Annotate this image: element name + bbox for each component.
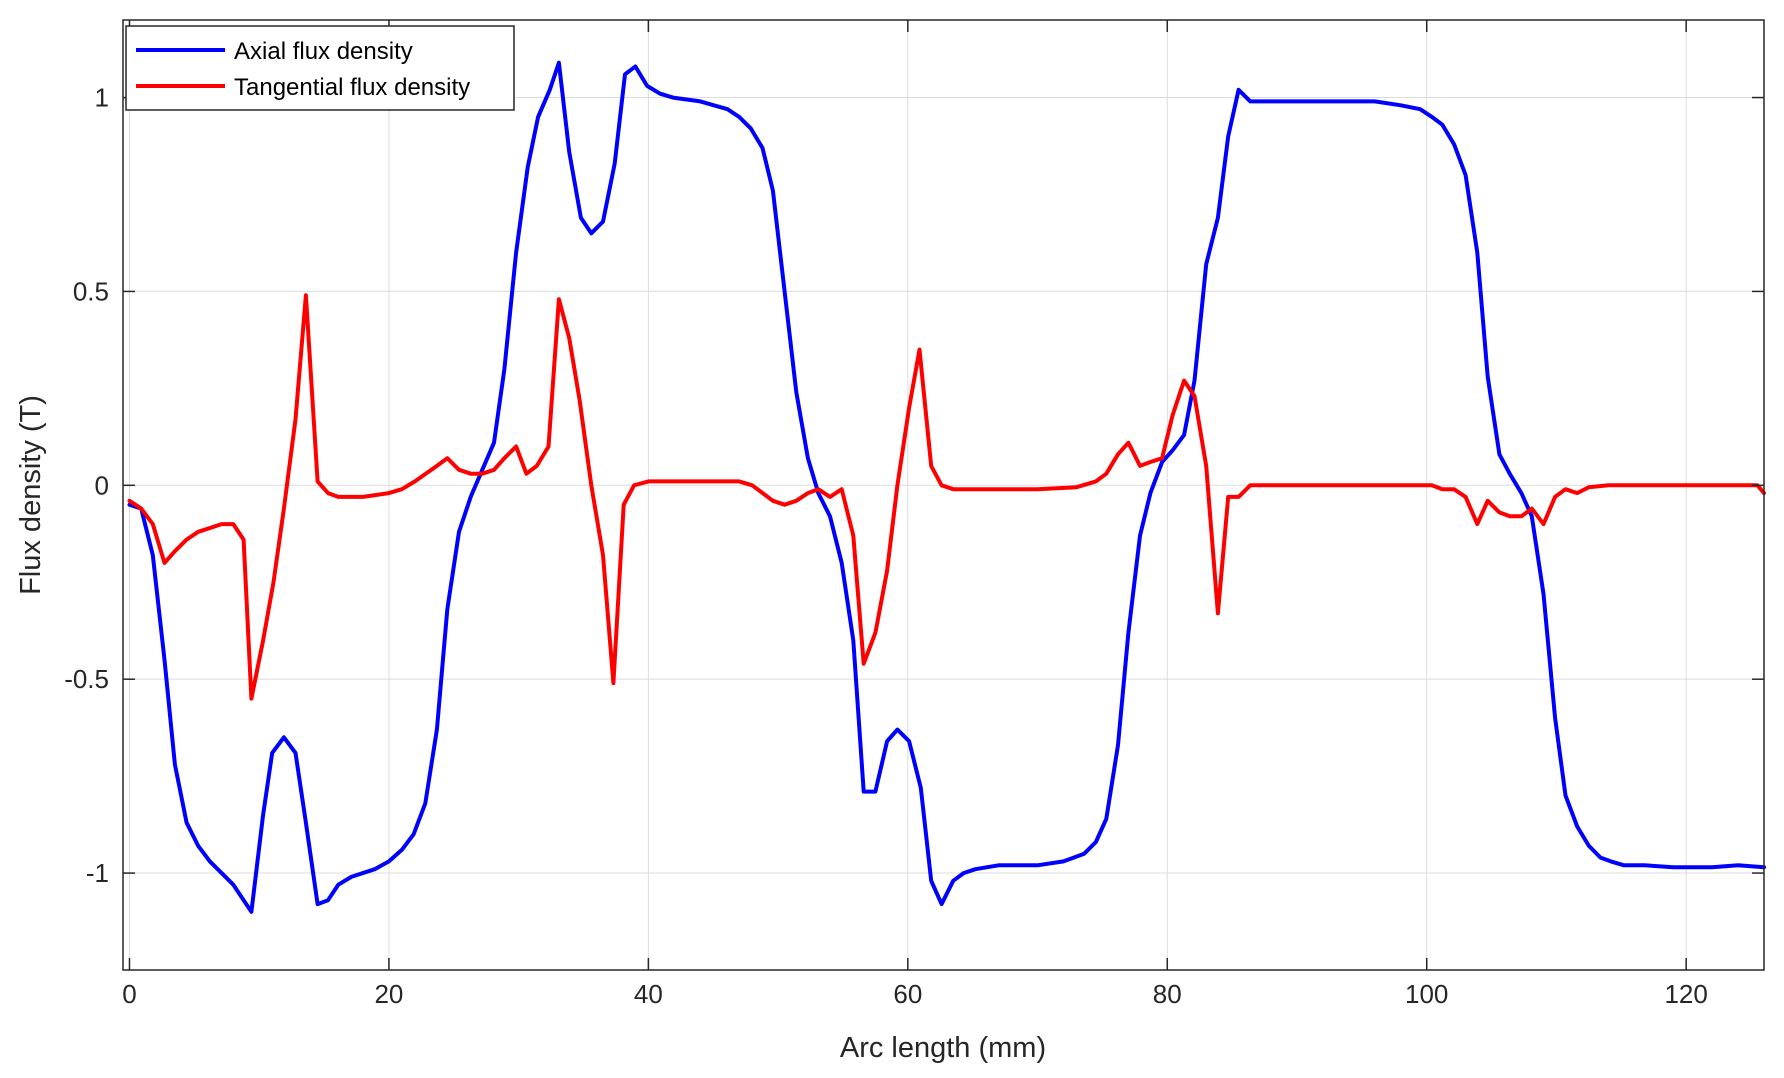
x-tick-label: 80 xyxy=(1153,979,1182,1009)
legend-label-tangential: Tangential flux density xyxy=(234,74,470,101)
legend-box xyxy=(125,25,515,111)
x-axis-label: Arc length (mm) xyxy=(840,1032,1046,1064)
tangential-flux-line xyxy=(127,293,1766,701)
plot-frame xyxy=(122,19,1765,971)
axis-ticks: 0 20 40 60 80 100 120 -1 -0.5 0 0.5 1 xyxy=(64,20,1764,1009)
legend: Axial flux density Tangential flux densi… xyxy=(125,25,515,111)
x-tick-label: 40 xyxy=(634,979,663,1009)
x-tick-label: 0 xyxy=(122,979,136,1009)
x-tick-label: 100 xyxy=(1405,979,1448,1009)
legend-label-axial: Axial flux density xyxy=(234,38,413,65)
y-tick-label: -1 xyxy=(86,858,109,888)
y-tick-label: 1 xyxy=(95,83,109,113)
plot-background xyxy=(123,20,1764,970)
axial-flux-line xyxy=(127,60,1766,914)
y-tick-label: 0.5 xyxy=(73,276,109,306)
x-tick-label: 120 xyxy=(1664,979,1707,1009)
series-lines xyxy=(127,60,1766,914)
x-tick-label: 20 xyxy=(374,979,403,1009)
y-axis-label: Flux density (T) xyxy=(15,395,47,595)
x-tick-label: 60 xyxy=(893,979,922,1009)
y-tick-label: 0 xyxy=(95,470,109,500)
y-tick-label: -0.5 xyxy=(64,664,109,694)
